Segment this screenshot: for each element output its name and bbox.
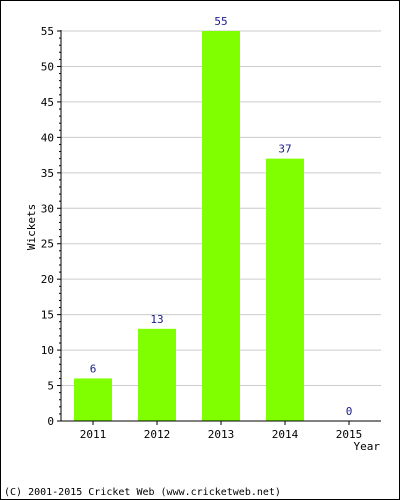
y-tick-label: 25 — [41, 238, 54, 251]
bars — [74, 31, 304, 422]
copyright-footer: (C) 2001-2015 Cricket Web (www.cricketwe… — [4, 487, 281, 498]
y-tick-label: 45 — [41, 96, 54, 109]
y-tick-label: 40 — [41, 131, 54, 144]
x-tick-label-2011: 2011 — [80, 428, 107, 441]
x-tick-label-2012: 2012 — [144, 428, 171, 441]
axes — [57, 30, 381, 425]
x-tick-label-2015: 2015 — [336, 428, 363, 441]
labels: 0 5 10 15 20 25 30 35 40 45 50 55 6 2011 13 2012 55 2013 3… — [41, 15, 363, 441]
data-label-2012: 13 — [150, 313, 163, 326]
y-tick-label: 35 — [41, 167, 54, 180]
bar-2011 — [74, 378, 112, 421]
bar-2013 — [202, 31, 240, 421]
x-axis-title: Year — [354, 440, 381, 453]
y-axis-title: Wickets — [25, 204, 38, 250]
data-label-2011: 6 — [90, 362, 97, 375]
y-tick-label: 55 — [41, 25, 54, 38]
y-tick-label: 30 — [41, 202, 54, 215]
y-tick-label: 5 — [47, 380, 54, 393]
y-tick-label: 10 — [41, 344, 54, 357]
y-tick-label: 15 — [41, 309, 54, 322]
data-label-2014: 37 — [278, 143, 291, 156]
y-tick-label: 50 — [41, 60, 54, 73]
x-tick-label-2014: 2014 — [272, 428, 299, 441]
y-tick-label: 0 — [47, 415, 54, 428]
bar-2014 — [266, 158, 304, 422]
data-label-2013: 55 — [214, 15, 227, 28]
x-tick-label-2013: 2013 — [208, 428, 235, 441]
data-label-2015: 0 — [346, 405, 353, 418]
bar-2012 — [138, 328, 176, 421]
y-tick-label: 20 — [41, 273, 54, 286]
